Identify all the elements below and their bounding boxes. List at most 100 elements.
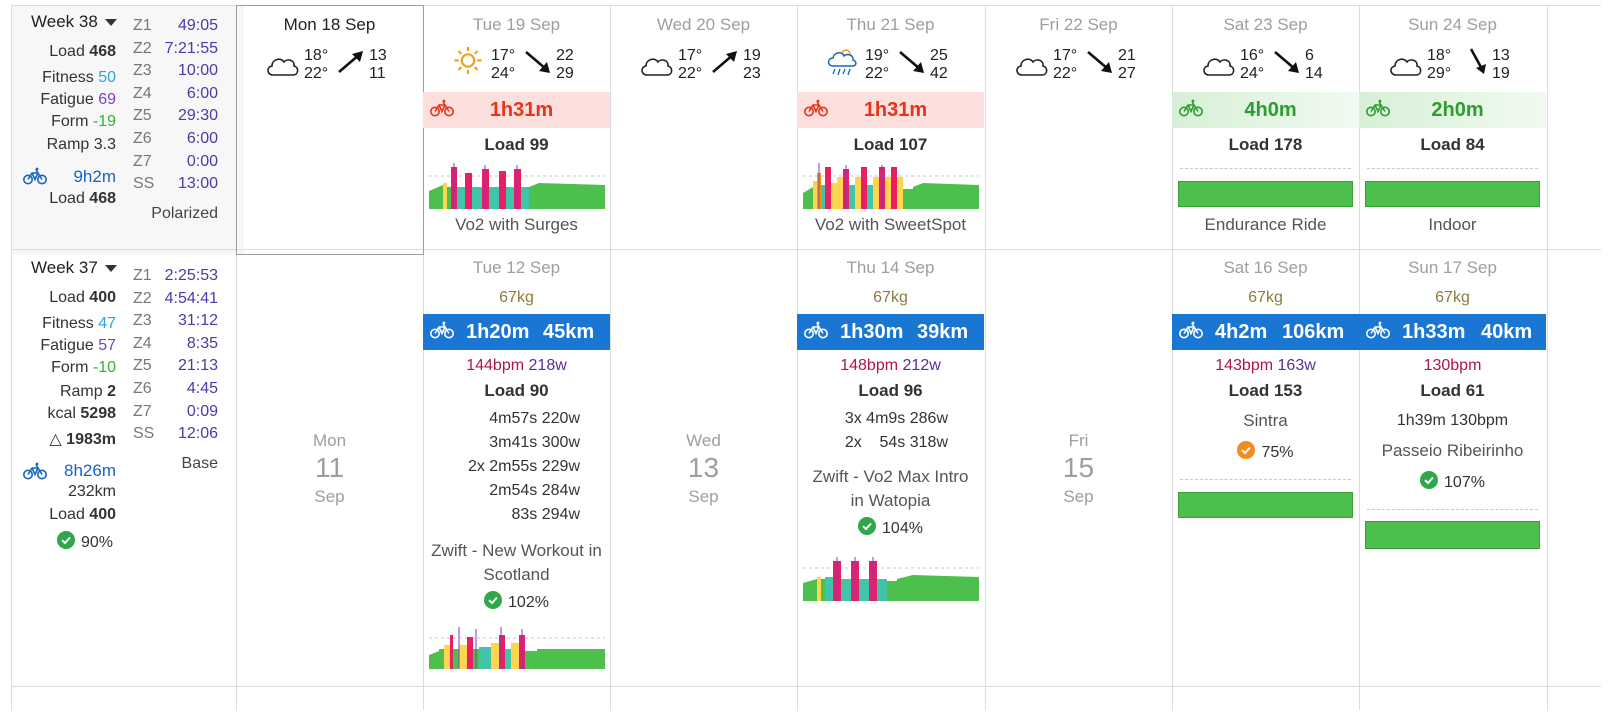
grid-line [236,5,237,710]
activity-name[interactable]: Sintra [1243,411,1288,430]
workout-name[interactable]: Indoor [1428,215,1477,234]
wind-direction-icon [336,49,366,80]
grid-line [1172,5,1173,710]
zone-label: SS [133,425,155,443]
weather-forecast: 17° 22° 19 23 [610,43,797,87]
wind-direction-icon [897,49,927,80]
zone-time: 8:35 [186,334,218,352]
day-cell-wed-13[interactable]: Wed 13 Sep [610,249,797,686]
compliance-value: 104% [882,519,923,537]
weather-forecast: 16° 24° 6 14 [1172,43,1359,87]
activity-distance: 45km [543,320,595,343]
day-date: Thu 14 Sep [846,258,935,277]
activity-name[interactable]: Zwift - Vo2 Max Intro in Watopia [812,467,969,510]
day-cell-tue-19-sep[interactable]: Tue 19 Sep 17° 24° 22 29 1h31m Load 99 Vo2 with… [423,5,610,249]
zone-label: Z7 [133,402,152,420]
day-cell-fri-22-sep[interactable]: Fri 22 Sep 17° 22° 21 27 [985,5,1172,249]
wind-speed: 6 14 [1305,47,1323,82]
day-date: Sun 17 Sep [1408,258,1497,277]
workout-chart-bar [1178,181,1353,207]
interval-item: 2m54s 284w [489,482,580,499]
chevron-down-icon[interactable] [104,19,117,27]
week37-fatigue: Fatigue 57 [40,337,116,354]
day-cell-wed-20-sep[interactable]: Wed 20 Sep 17° 22° 19 23 [610,5,797,249]
temperature-range: 18° 22° [304,47,329,82]
temperature-range: 16° 24° [1240,47,1265,82]
grid-line [11,5,12,710]
grid-line [985,5,986,710]
zone-time: 6:00 [186,130,218,147]
day-date: Tue 19 Sep [472,15,561,34]
interval-item: 83s 294w [511,506,581,523]
workout-name[interactable]: Vo2 with Surges [455,215,578,234]
week38-title[interactable]: Week 38 [31,12,117,32]
compliance: 102% [423,591,610,614]
planned-workout-band[interactable]: 1h31m [423,92,610,128]
day-cell-sat-23-sep[interactable]: Sat 23 Sep 16° 24° 6 14 4h0m Load 178 Endurance… [1172,5,1359,249]
zone-time: 21:13 [177,357,218,375]
day-date: Sun 24 Sep [1408,15,1497,34]
weather-forecast: 17° 22° 21 27 [985,43,1172,87]
compliance-value: 107% [1444,473,1485,491]
day-cell-mon-11[interactable]: Mon 11 Sep [236,249,423,686]
zone-label: Z5 [133,107,152,125]
week37-fitness: Fitness 47 [42,315,116,332]
day-cell-sun-17[interactable]: Sun 17 Sep 67kg 1h33m 40km 130bpm Load 6… [1359,249,1546,686]
bike-icon [1366,99,1390,122]
zone-label: Z5 [133,357,152,375]
week38-summary: Week 38 Load 468 Fitness 50 Fatigue 69 F… [11,5,236,249]
day-number: 11 [314,452,345,483]
week37-title[interactable]: Week 37 [31,258,117,278]
planned-workout-band[interactable]: 1h31m [797,92,984,128]
chart-divider [1367,168,1538,169]
day-of-week: Fri [1068,431,1089,450]
workout-name[interactable]: Vo2 with SweetSpot [814,215,967,234]
zone-label: Z6 [133,130,152,147]
interval-item: 3x 4m9s 286w [844,410,948,427]
weight-value: 67kg [873,289,908,306]
zone-time: 2:25:53 [164,267,218,284]
week37-form: Form -10 [51,359,116,376]
grid-line [423,5,424,710]
activity-band[interactable]: 1h33m 40km [1359,314,1546,350]
weather-forecast: 19° 22° 25 42 [797,43,984,87]
day-cell-tue-12[interactable]: Tue 12 Sep 67kg 1h20m 45km 144bpm 218w L… [423,249,610,686]
day-cell-thu-14[interactable]: Thu 14 Sep 67kg 1h30m 39km 148bpm 212w L… [797,249,984,686]
zone-label: Z3 [133,62,152,80]
day-date: Wed 20 Sep [656,15,751,34]
day-date: Sat 16 Sep [1223,258,1308,277]
planned-workout-band[interactable]: 2h0m [1359,92,1546,128]
month-name: Sep [314,487,345,506]
hr-power: 143bpm 163w [1215,357,1316,374]
chevron-down-icon[interactable] [104,265,117,273]
activity-name[interactable]: Zwift - New Workout in Scotland [431,541,602,584]
week37-duration: 8h26m [64,461,116,480]
bike-icon [430,321,454,344]
workout-name[interactable]: Endurance Ride [1204,215,1327,234]
zone-label: Z2 [133,39,152,57]
day-cell-thu-21-sep[interactable]: Thu 21 Sep 19° 22° 25 42 1h31m Load 107 Vo2 wit… [797,5,984,249]
activity-band[interactable]: 1h20m 45km [423,314,610,350]
weather-forecast: 18° 29° 13 19 [1359,43,1546,87]
check-circle-icon [57,531,75,554]
activity-band[interactable]: 4h2m 106km [1172,314,1359,350]
temperature-range: 19° 22° [865,47,890,82]
wind-speed: 25 42 [930,47,948,82]
interval-item: 4m57s 220w [489,410,580,427]
day-cell-sat-16[interactable]: Sat 16 Sep 67kg 4h2m 106km 143bpm 163w L… [1172,249,1359,686]
week38-total-load: Load 468 [49,190,116,207]
activity-name[interactable]: Passeio Ribeirinho [1381,441,1524,460]
activity-duration: 1h20m [466,320,530,343]
chart-bar [429,651,439,669]
day-of-week: Wed [686,431,721,450]
wind-direction-icon [1467,47,1489,80]
day-cell-sun-24-sep[interactable]: Sun 24 Sep 18° 29° 13 19 2h0m Load 84 Indoor [1359,5,1546,249]
week37-kcal: kcal 5298 [47,405,117,422]
zone-label: SS [133,175,155,193]
planned-workout-band[interactable]: 4h0m [1172,92,1359,128]
day-cell-mon-18-sep[interactable]: Mon 18 Sep 18° 22° 13 11 [236,5,423,249]
day-cell-fri-15[interactable]: Fri 15 Sep [985,249,1172,686]
week-title-text: Week 37 [31,258,98,277]
activity-band[interactable]: 1h30m 39km [797,314,984,350]
zone-label: Z1 [133,17,152,34]
